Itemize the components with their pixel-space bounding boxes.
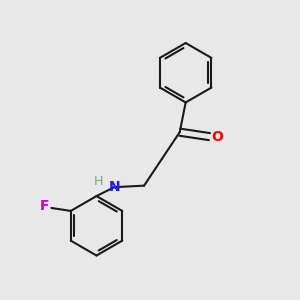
Text: H: H	[93, 175, 103, 188]
Text: N: N	[109, 180, 120, 194]
Text: O: O	[211, 130, 223, 144]
Text: F: F	[40, 200, 50, 214]
